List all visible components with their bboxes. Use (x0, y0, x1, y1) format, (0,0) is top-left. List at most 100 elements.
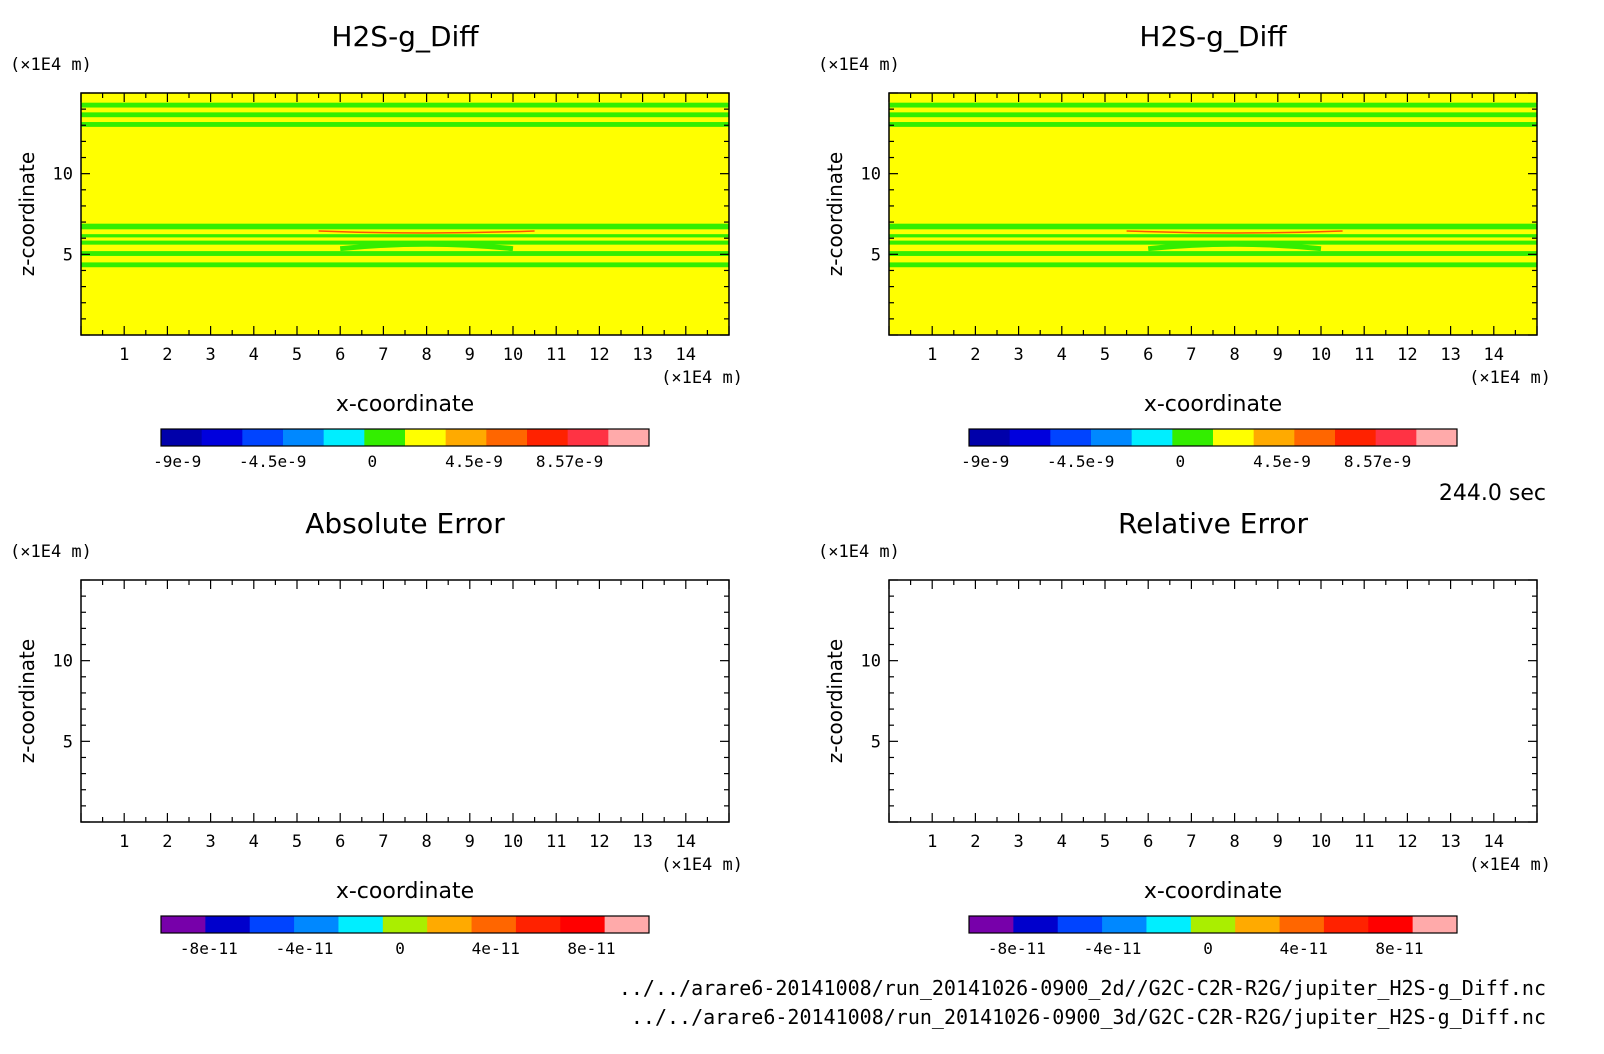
x-tick-label: 14 (676, 832, 696, 852)
x-tick-label: 9 (465, 832, 475, 852)
colorbar-swatch (560, 916, 606, 933)
colorbar-swatch (205, 916, 251, 933)
x-tick-label: 5 (292, 345, 302, 365)
colorbar-swatch (427, 916, 473, 933)
y-axis-unit: (×1E4 m) (818, 55, 900, 75)
colorbar-swatch (608, 429, 650, 446)
colorbar-swatch (1091, 429, 1133, 446)
colorbar-swatch (323, 429, 365, 446)
chart-title: H2S-g_Diff (331, 20, 479, 53)
x-tick-label: 11 (546, 832, 566, 852)
y-tick-label: 5 (63, 732, 73, 752)
colorbar-swatch (294, 916, 339, 933)
colorbar-label: -9e-9 (153, 452, 201, 471)
x-tick-label: 13 (632, 832, 652, 852)
chart-panel-4: Relative Error(×1E4 m)1 2 3 4 5 6 7 8 9 10 11 12 13 1… (818, 507, 1551, 958)
x-tick-label: 1 (927, 832, 937, 852)
x-tick-label: 8 (421, 345, 431, 365)
colorbar-swatch (471, 916, 517, 933)
colorbar-label: -4e-11 (1084, 939, 1142, 958)
colorbar-swatch (969, 916, 1014, 933)
colorbar-swatch (486, 429, 528, 446)
x-tick-label: 2 (970, 345, 980, 365)
contour-band (889, 102, 1537, 108)
colorbar-label: 4.5e-9 (445, 452, 503, 471)
y-tick-label: 5 (871, 245, 881, 265)
colorbar-swatch (382, 916, 428, 933)
colorbar-label: 0 (1176, 452, 1186, 471)
colorbar-frame (968, 428, 1458, 447)
contour-band (81, 251, 729, 256)
x-axis-unit: (×1E4 m) (661, 855, 743, 875)
x-tick-label: 2 (162, 832, 172, 852)
x-tick-label: 9 (1273, 345, 1283, 365)
colorbar-swatch (242, 429, 284, 446)
contour-line (1126, 230, 1343, 234)
x-axis-label: x-coordinate (336, 879, 474, 904)
colorbar-swatch (1131, 429, 1173, 446)
colorbar-swatch (445, 429, 487, 446)
x-tick-label: 3 (1013, 345, 1023, 365)
colorbar-swatch (1416, 429, 1458, 446)
colorbar-swatch (1172, 429, 1214, 446)
x-tick-label: 10 (503, 832, 523, 852)
x-tick-label: 7 (1186, 832, 1196, 852)
colorbar-label: -8e-11 (180, 939, 238, 958)
x-tick-label: 8 (421, 832, 431, 852)
time-label: 244.0 sec (1439, 481, 1546, 506)
colorbar-label: 4e-11 (472, 939, 520, 958)
x-tick-label: 2 (162, 345, 172, 365)
x-tick-label: 12 (1397, 345, 1417, 365)
colorbar-swatch (604, 916, 650, 933)
x-tick-label: 1 (119, 832, 129, 852)
colorbar-swatch (1279, 916, 1325, 933)
y-axis-unit: (×1E4 m) (10, 55, 92, 75)
x-tick-label: 12 (589, 345, 609, 365)
x-tick-label: 6 (335, 345, 345, 365)
y-axis-label: z-coordinate (15, 639, 39, 763)
y-tick-label: 10 (53, 652, 73, 672)
colorbar-swatch (201, 429, 243, 446)
colorbar-swatch (1013, 916, 1059, 933)
contour-band (889, 112, 1537, 118)
x-tick-label: 8 (1229, 832, 1239, 852)
x-axis-label: x-coordinate (1144, 392, 1282, 417)
colorbar-swatch (364, 429, 406, 446)
contour-line (1147, 241, 1322, 252)
x-tick-label: 13 (1440, 832, 1460, 852)
colorbar-swatch (405, 429, 447, 446)
colorbar-swatch (1368, 916, 1414, 933)
contour-band (81, 122, 729, 127)
x-tick-label: 7 (378, 832, 388, 852)
colorbar-label: 8e-11 (1375, 939, 1423, 958)
chart-title: H2S-g_Diff (1139, 20, 1287, 53)
plot-area (889, 580, 1537, 822)
y-tick-label: 10 (861, 652, 881, 672)
colorbar-frame (160, 915, 650, 934)
colorbar-label: 0 (1203, 939, 1213, 958)
x-tick-label: 11 (1354, 345, 1374, 365)
colorbar-label: 0 (395, 939, 405, 958)
x-tick-label: 11 (546, 345, 566, 365)
contour-band (889, 234, 1537, 238)
y-axis-unit: (×1E4 m) (818, 542, 900, 562)
colorbar-swatch (1009, 429, 1051, 446)
x-tick-label: 4 (249, 832, 259, 852)
contour-band (81, 223, 729, 230)
colorbar-swatch (161, 429, 203, 446)
colorbar-swatch (338, 916, 384, 933)
colorbar-frame (160, 428, 650, 447)
plot-area (889, 93, 1537, 335)
plot-area (81, 93, 729, 335)
colorbar-swatch (1235, 916, 1281, 933)
x-tick-label: 1 (119, 345, 129, 365)
y-tick-label: 10 (53, 165, 73, 185)
colorbar-swatch (567, 429, 609, 446)
colorbar-label: 4e-11 (1280, 939, 1328, 958)
contour-band (889, 262, 1537, 268)
colorbar-label: 0 (368, 452, 378, 471)
contour-band (889, 223, 1537, 230)
x-tick-label: 9 (465, 345, 475, 365)
colorbar-label: -8e-11 (988, 939, 1046, 958)
colorbar-label: -9e-9 (961, 452, 1009, 471)
